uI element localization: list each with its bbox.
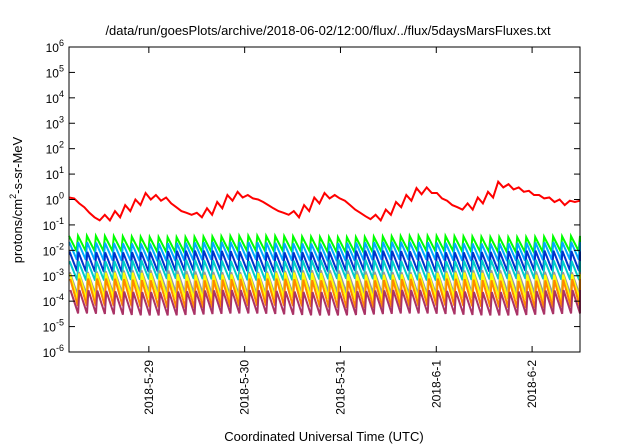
y-tick-label-base: 10 (46, 194, 60, 208)
y-tick-label: 10-5 (43, 318, 64, 335)
y-tick-label-exp: 0 (59, 191, 64, 201)
series-line (68, 179, 581, 223)
y-tick-label-base: 10 (46, 92, 60, 106)
y-tick-label-base: 10 (46, 66, 60, 80)
y-tick-label: 101 (46, 165, 64, 182)
x-tick-label: 2018-5-30 (238, 360, 252, 415)
y-tick-label-exp: -6 (56, 343, 64, 353)
y-tick-label: 103 (46, 114, 64, 131)
y-tick-label-exp: -1 (56, 216, 64, 226)
y-tick-label-exp: 1 (59, 165, 64, 175)
y-tick-label-base: 10 (43, 321, 57, 335)
y-tick-label: 100 (46, 191, 64, 208)
y-tick-label-base: 10 (43, 346, 57, 360)
series-line (68, 232, 581, 256)
x-axis-label: Coordinated Universal Time (UTC) (224, 429, 423, 444)
y-axis-label-sup: 2 (8, 194, 18, 199)
y-tick-label: 10-4 (43, 292, 64, 309)
y-tick-label-exp: -2 (56, 241, 64, 251)
y-tick-label-base: 10 (46, 41, 60, 55)
y-tick-label-exp: 5 (59, 63, 64, 73)
y-axis-label-prefix: protons/cm (10, 199, 25, 263)
y-tick-label-base: 10 (43, 270, 57, 284)
x-tick-label: 2018-6-2 (525, 360, 539, 408)
y-tick-label-exp: -4 (56, 292, 64, 302)
y-tick-label: 104 (46, 89, 64, 106)
y-axis: 10-610-510-410-310-210-11001011021031041… (43, 38, 580, 360)
y-tick-label: 102 (46, 140, 64, 157)
x-tick-label: 2018-5-31 (333, 360, 347, 415)
y-axis-label: protons/cm2-s-sr-MeV (8, 136, 25, 263)
series-line (68, 259, 581, 281)
y-tick-label-exp: -3 (56, 267, 64, 277)
y-tick-label: 10-3 (43, 267, 64, 284)
series-layer (68, 179, 581, 316)
chart-title: /data/run/goesPlots/archive/2018-06-02/1… (105, 23, 551, 38)
y-tick-label: 10-6 (43, 343, 64, 360)
x-tick-label: 2018-5-29 (142, 360, 156, 415)
y-tick-label: 106 (46, 38, 64, 55)
y-tick-label: 10-2 (43, 241, 64, 258)
y-tick-label: 105 (46, 63, 64, 80)
y-tick-label: 10-1 (43, 216, 64, 233)
y-tick-label-base: 10 (46, 117, 60, 131)
y-tick-label-exp: 2 (59, 140, 64, 150)
y-axis-label-suffix: -s-sr-MeV (10, 136, 25, 193)
y-tick-label-base: 10 (46, 143, 60, 157)
y-tick-label-base: 10 (43, 219, 57, 233)
y-tick-label-exp: -5 (56, 318, 64, 328)
x-axis: 2018-5-29 2018-5-30 2018-5-31 2018-6-1 2018-… (142, 47, 539, 415)
y-tick-label-exp: 4 (59, 89, 64, 99)
y-tick-label-exp: 6 (59, 38, 64, 48)
y-tick-label-base: 10 (46, 168, 60, 182)
y-tick-label-base: 10 (43, 244, 57, 258)
y-tick-label-base: 10 (43, 295, 57, 309)
y-tick-label-exp: 3 (59, 114, 64, 124)
x-tick-label: 2018-6-1 (429, 360, 443, 408)
series-line (69, 289, 581, 316)
plot-frame (68, 46, 581, 353)
